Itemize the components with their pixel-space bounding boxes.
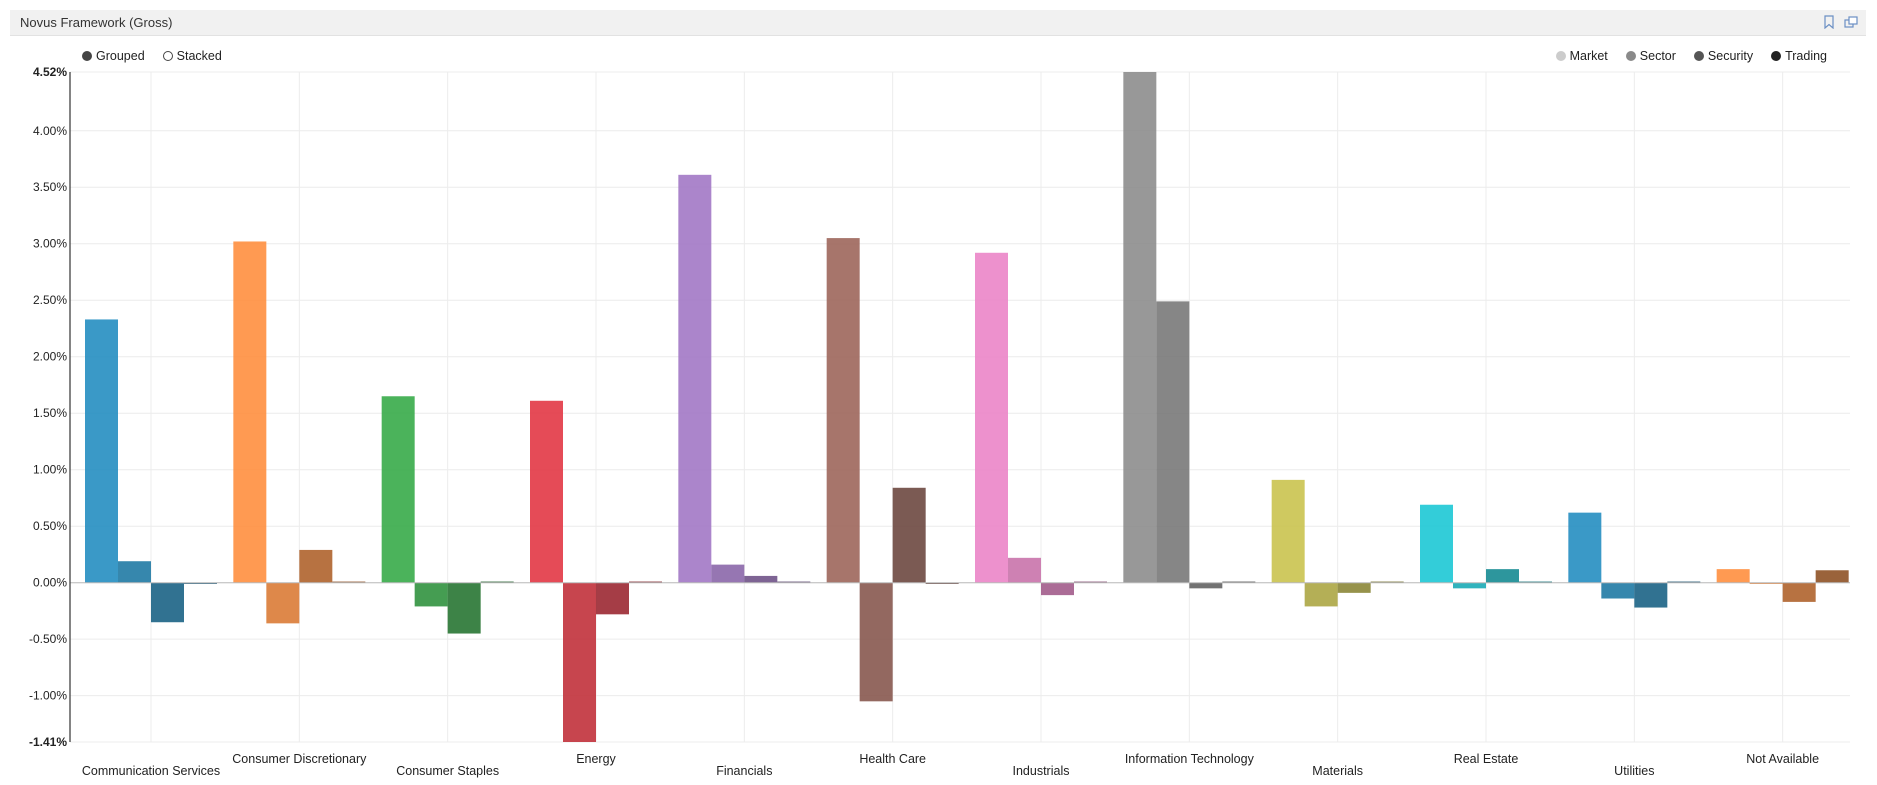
- bar-sector-4[interactable]: [711, 564, 745, 583]
- y-tick-label: -1.00%: [29, 689, 67, 703]
- bar-trading-7[interactable]: [1222, 581, 1256, 583]
- bar-security-10[interactable]: [1634, 582, 1668, 608]
- bar-trading-0[interactable]: [184, 582, 217, 584]
- y-tick-label: 2.50%: [33, 293, 67, 307]
- bar-trading-2[interactable]: [480, 581, 514, 583]
- y-tick-label: 4.52%: [33, 65, 67, 79]
- bar-trading-1[interactable]: [332, 581, 366, 583]
- bar-sector-8[interactable]: [1304, 582, 1338, 607]
- stacked-radio-label: Stacked: [176, 49, 222, 63]
- bar-security-7[interactable]: [1189, 582, 1223, 589]
- bar-security-0[interactable]: [151, 582, 184, 623]
- bar-market-9[interactable]: [1420, 504, 1453, 583]
- legend-swatch: [1693, 51, 1704, 61]
- bar-sector-9[interactable]: [1453, 582, 1486, 589]
- bar-sector-10[interactable]: [1601, 582, 1635, 599]
- bar-market-2[interactable]: [381, 396, 415, 583]
- bar-market-3[interactable]: [530, 400, 563, 583]
- grouped-radio-label: Grouped: [96, 49, 145, 63]
- legend-label: Market: [1569, 49, 1608, 63]
- y-tick-label: 0.50%: [33, 519, 67, 533]
- bar-security-4[interactable]: [744, 575, 778, 583]
- bar-sector-0[interactable]: [118, 561, 151, 583]
- bar-security-11[interactable]: [1782, 582, 1816, 602]
- bar-security-6[interactable]: [1041, 582, 1074, 596]
- bar-trading-5[interactable]: [925, 582, 959, 584]
- bar-sector-5[interactable]: [859, 582, 893, 702]
- x-category-label: Utilities: [1614, 764, 1654, 778]
- bar-security-9[interactable]: [1486, 569, 1519, 583]
- grouped-radio-indicator: [82, 51, 92, 61]
- y-tick-label: -1.41%: [29, 735, 67, 749]
- bar-security-1[interactable]: [299, 549, 333, 583]
- legend: Market Sector Security Trading: [1555, 49, 1827, 63]
- legend-label: Sector: [1639, 49, 1676, 63]
- bar-sector-3[interactable]: [563, 582, 596, 742]
- x-category-label: Information Technology: [1125, 752, 1255, 766]
- bar-market-4[interactable]: [678, 174, 712, 583]
- legend-item-security[interactable]: Security: [1693, 49, 1754, 63]
- legend-swatch: [1771, 51, 1782, 61]
- y-tick-label: 3.50%: [33, 180, 67, 194]
- y-tick-label: 2.00%: [33, 350, 67, 364]
- bar-sector-2[interactable]: [414, 582, 448, 607]
- legend-item-trading[interactable]: Trading: [1771, 49, 1827, 63]
- bar-trading-3[interactable]: [629, 581, 662, 583]
- y-tick-label: 1.50%: [33, 406, 67, 420]
- bar-trading-4[interactable]: [777, 581, 811, 583]
- bar-market-7[interactable]: [1123, 72, 1157, 583]
- bar-market-0[interactable]: [85, 319, 118, 583]
- y-tick-label: 1.00%: [33, 463, 67, 477]
- x-category-label: Financials: [716, 764, 772, 778]
- bar-market-5[interactable]: [826, 238, 860, 583]
- bar-sector-6[interactable]: [1008, 557, 1041, 583]
- panel-header: Novus Framework (Gross): [10, 10, 1866, 36]
- y-tick-label: 0.00%: [33, 576, 67, 590]
- bar-market-11[interactable]: [1716, 569, 1750, 583]
- legend-label: Trading: [1785, 49, 1827, 63]
- bar-trading-6[interactable]: [1074, 581, 1107, 583]
- x-category-label: Not Available: [1746, 752, 1819, 766]
- legend-swatch: [1555, 51, 1566, 61]
- legend-label: Security: [1707, 49, 1754, 63]
- bar-trading-10[interactable]: [1667, 581, 1701, 583]
- x-category-label: Industrials: [1013, 764, 1070, 778]
- bar-trading-11[interactable]: [1815, 570, 1849, 583]
- y-tick-label: 3.00%: [33, 237, 67, 251]
- mode-toggle: Grouped Stacked: [82, 49, 222, 63]
- legend-item-market[interactable]: Market: [1555, 49, 1608, 63]
- bar-market-10[interactable]: [1568, 512, 1602, 583]
- stacked-radio[interactable]: Stacked: [162, 49, 222, 63]
- x-category-label: Materials: [1312, 764, 1363, 778]
- bar-market-8[interactable]: [1271, 479, 1305, 583]
- stacked-radio-indicator: [162, 51, 173, 61]
- popout-icon[interactable]: [1844, 15, 1858, 29]
- x-category-label: Health Care: [859, 752, 926, 766]
- bookmark-icon[interactable]: [1822, 15, 1836, 29]
- bar-market-1[interactable]: [233, 241, 267, 583]
- x-category-label: Consumer Staples: [396, 764, 499, 778]
- x-category-label: Real Estate: [1454, 752, 1519, 766]
- x-category-label: Energy: [576, 752, 616, 766]
- x-category-label: Consumer Discretionary: [232, 752, 367, 766]
- y-tick-label: 4.00%: [33, 124, 67, 138]
- x-category-label: Communication Services: [82, 764, 220, 778]
- bar-sector-7[interactable]: [1156, 301, 1190, 583]
- bar-sector-1[interactable]: [266, 582, 300, 624]
- panel-title: Novus Framework (Gross): [20, 15, 173, 30]
- bar-trading-9[interactable]: [1519, 581, 1552, 583]
- bar-security-5[interactable]: [892, 487, 926, 583]
- bar-security-3[interactable]: [596, 582, 629, 615]
- legend-item-sector[interactable]: Sector: [1625, 49, 1676, 63]
- legend-swatch: [1625, 51, 1636, 61]
- bar-trading-8[interactable]: [1370, 581, 1404, 583]
- bar-security-2[interactable]: [447, 582, 481, 634]
- bar-security-8[interactable]: [1337, 582, 1371, 593]
- y-tick-label: -0.50%: [29, 632, 67, 646]
- bar-sector-11[interactable]: [1749, 582, 1783, 584]
- bar-market-6[interactable]: [975, 252, 1008, 583]
- grouped-radio[interactable]: Grouped: [82, 49, 145, 63]
